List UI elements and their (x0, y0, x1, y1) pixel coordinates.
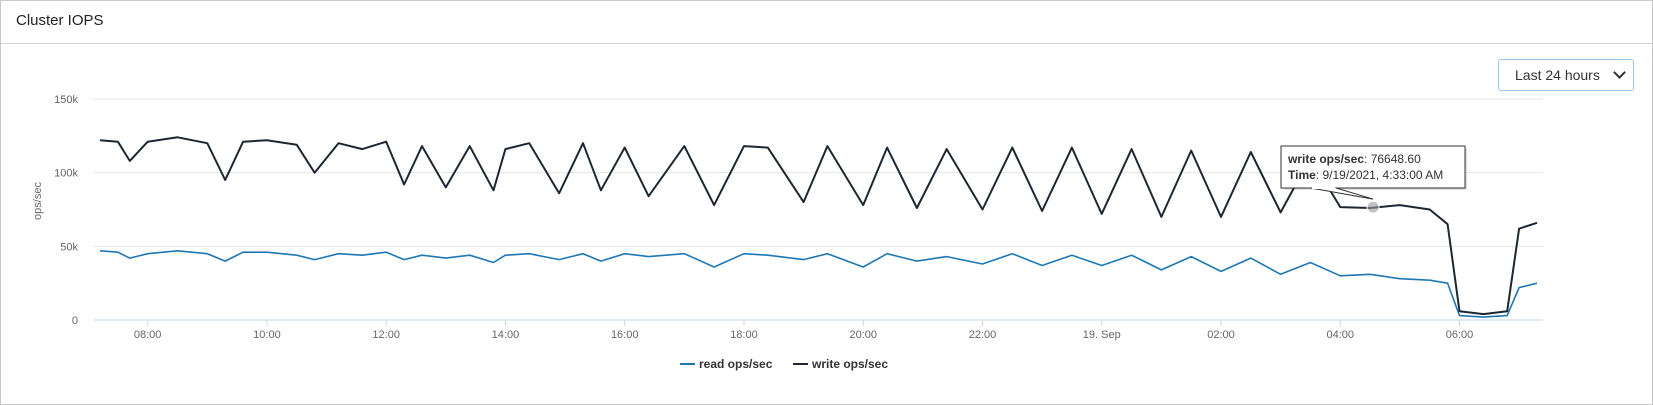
x-tick-label: 04:00 (1326, 329, 1354, 341)
x-tick-label: 18:00 (730, 329, 758, 341)
x-tick-label: 06:00 (1446, 329, 1474, 341)
y-tick-label: 100k (54, 168, 78, 180)
tooltip-series-label: write ops/sec (1287, 152, 1364, 166)
y-tick-labels: 0 50k 100k 150k (54, 94, 78, 327)
y-tick-label: 0 (72, 315, 78, 327)
tooltip-sep: : (1316, 168, 1323, 182)
hover-marker (1366, 200, 1380, 214)
time-range-select[interactable]: Last 24 hours (1498, 59, 1634, 91)
x-tick-labels: 08:00 10:00 12:00 14:00 16:00 18:00 20:00 22:00… (134, 320, 1473, 341)
x-tick-label: 14:00 (492, 329, 520, 341)
x-tick-label: 02:00 (1207, 329, 1235, 341)
x-tick-label: 16:00 (611, 329, 639, 341)
x-tick-label: 20:00 (849, 329, 877, 341)
legend-read-label: read ops/sec (699, 357, 773, 371)
tooltip-line-1: write ops/sec: 76648.60 (1287, 152, 1421, 166)
y-tick-label: 150k (54, 94, 78, 106)
tooltip-value: 76648.60 (1371, 152, 1421, 166)
panel-header: Cluster IOPS (1, 1, 1652, 44)
tooltip-pointer (1310, 187, 1374, 200)
panel-title: Cluster IOPS (16, 12, 104, 29)
x-tick-label: 10:00 (253, 329, 281, 341)
x-tick-label: 08:00 (134, 329, 162, 341)
y-axis-label: ops/sec (32, 182, 44, 220)
tooltip-sep: : (1364, 152, 1371, 166)
tooltip-box (1280, 145, 1466, 189)
tooltip-time-label: Time (1288, 168, 1316, 182)
iops-chart: 0 50k 100k 150k 08:00 10:00 12:00 14:00 16:00 18… (32, 94, 1543, 371)
chart-grid (94, 98, 1543, 321)
legend-write-label: write ops/sec (811, 357, 888, 371)
x-tick-label: 12:00 (372, 329, 400, 341)
x-tick-label: 22:00 (969, 329, 997, 341)
tooltip-time: 9/19/2021, 4:33:00 AM (1322, 168, 1443, 182)
read-series-line (99, 250, 1538, 318)
chart-tooltip: write ops/sec: 76648.60 Time: 9/19/2021, … (1280, 145, 1467, 214)
x-tick-label: 19. Sep (1083, 329, 1121, 341)
time-range-select-value: Last 24 hours (1515, 67, 1600, 83)
chart-legend: read ops/sec write ops/sec (680, 357, 888, 371)
y-tick-label: 50k (60, 241, 78, 253)
tooltip-line-2: Time: 9/19/2021, 4:33:00 AM (1288, 168, 1443, 182)
